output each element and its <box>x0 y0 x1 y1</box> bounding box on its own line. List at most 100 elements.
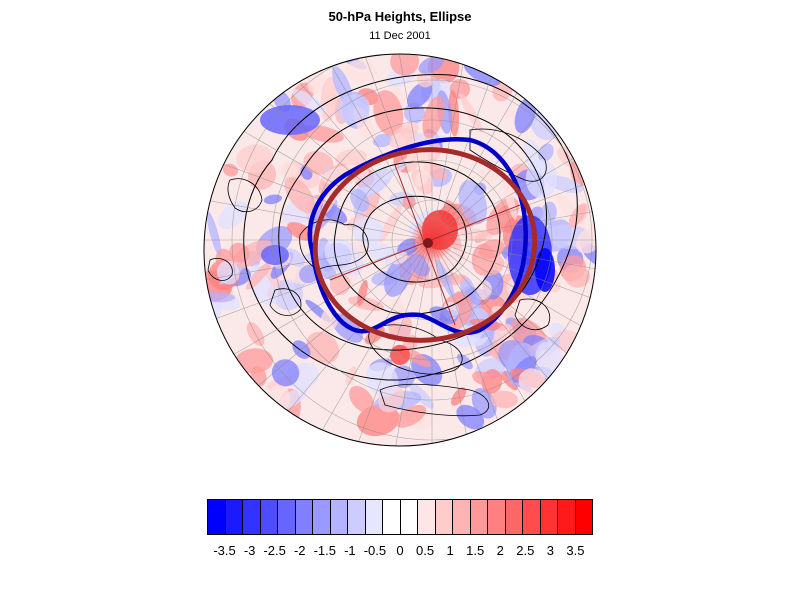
colorbar-tick-label: -0.5 <box>363 543 387 558</box>
chart-subtitle: 11 Dec 2001 <box>369 30 431 42</box>
colorbar-cell <box>383 500 401 534</box>
colorbar-tick-label: 0 <box>396 543 404 558</box>
anomaly-patch <box>456 404 485 430</box>
anomaly-patch <box>336 94 370 124</box>
anomaly-patch <box>378 203 403 243</box>
anomaly-patch <box>306 331 340 364</box>
anomaly-patch <box>350 188 370 212</box>
anomaly-patch <box>568 203 588 228</box>
meridian-line <box>301 54 433 241</box>
chart-title: 50-hPa Heights, Ellipse <box>328 9 472 24</box>
anomaly-patch <box>459 93 483 133</box>
anomaly-patch <box>514 96 537 134</box>
meridian-line <box>431 239 596 286</box>
colorbar-cell <box>260 500 278 534</box>
anomaly-patch <box>218 201 248 229</box>
meridian-line <box>204 239 433 330</box>
colorbar-tick-label: -3.5 <box>213 543 236 558</box>
anomaly-patch <box>429 306 453 322</box>
anomaly-patch <box>563 264 590 288</box>
anomaly-patch <box>422 96 445 139</box>
coastlines <box>207 128 551 417</box>
anomaly-core <box>261 245 289 265</box>
colorbar-tick-label: 1 <box>446 543 454 558</box>
anomaly-patch <box>271 359 300 387</box>
anomaly-patch <box>349 385 375 414</box>
meridian-line <box>431 239 596 330</box>
anomaly-patch <box>479 239 505 259</box>
anomaly-patch <box>286 222 315 241</box>
meridian-line <box>431 150 596 241</box>
anomaly-patch <box>418 55 444 74</box>
meridian-line <box>431 239 596 408</box>
meridian-line <box>204 150 433 241</box>
meridian-line <box>431 54 478 241</box>
meridian-line <box>204 194 433 241</box>
colorbar-cell <box>453 500 471 534</box>
anomaly-core <box>260 105 320 135</box>
colorbar-cell <box>505 500 523 534</box>
anomaly-patch <box>450 387 467 406</box>
anomaly-patch <box>372 133 393 148</box>
anomaly-patch <box>389 122 419 148</box>
meridian-line <box>264 239 433 440</box>
colorbar-cell <box>488 500 506 534</box>
colorbar <box>207 499 593 535</box>
colorbar-cell <box>278 500 296 534</box>
meridian-line <box>204 239 433 286</box>
anomaly-patch <box>407 81 433 109</box>
colorbar-cell <box>540 500 558 534</box>
colorbar-tick-label: -3 <box>243 543 256 558</box>
anomaly-patch <box>575 227 596 254</box>
colorbar-cell <box>435 500 453 534</box>
meridian-line <box>206 239 433 371</box>
anomaly-patch <box>246 261 272 290</box>
colorbar-cell <box>225 500 243 534</box>
meridian-line <box>431 194 596 241</box>
anomaly-patch <box>352 217 384 245</box>
meridian-line <box>232 239 433 408</box>
colorbar-cell <box>558 500 576 534</box>
anomaly-patch <box>345 366 357 385</box>
colorbar-tick-label: 2.5 <box>516 543 535 558</box>
anomaly-patch <box>348 296 384 311</box>
colorbar-cell <box>208 500 226 534</box>
colorbar-tick-label: 0.5 <box>416 543 435 558</box>
colorbar-cell <box>313 500 331 534</box>
meridian-line <box>342 54 433 241</box>
anomaly-patch <box>460 228 492 242</box>
anomaly-field <box>204 54 596 437</box>
anomaly-patch <box>473 253 505 276</box>
anomaly-patch <box>284 176 316 214</box>
anomaly-patch <box>344 60 378 82</box>
fitted-ellipse <box>312 147 538 343</box>
colorbar-cell <box>575 500 592 534</box>
anomaly-patch <box>329 273 351 296</box>
colorbar-tick-label: -2 <box>293 543 306 558</box>
ellipse-center <box>423 238 433 248</box>
meridian-line <box>431 54 563 241</box>
meridian-line <box>386 54 433 241</box>
anomaly-patch <box>206 211 222 257</box>
anomaly-patch <box>490 390 518 409</box>
anomaly-patch <box>458 180 488 225</box>
colorbar-tick-label: 1.5 <box>466 543 485 558</box>
colorbar-labels: -3.5 -3 -2.5 -2 -1.5 -1 -0.5 0 0.5 1 1.5 2 2.5 3 3.5 <box>0 543 800 561</box>
anomaly-patch <box>409 383 434 409</box>
anomaly-patch <box>235 348 274 374</box>
anomaly-patch <box>236 144 274 173</box>
colorbar-tick-label: -1 <box>344 543 356 558</box>
colorbar-cell <box>523 500 541 534</box>
anomaly-patch <box>292 89 327 114</box>
colorbar-tick-label: 2 <box>496 543 504 558</box>
meridian-line <box>301 239 433 446</box>
colorbar-cell <box>470 500 488 534</box>
colorbar-cell <box>330 500 348 534</box>
meridian-line <box>386 239 433 446</box>
colorbar-cell <box>348 500 366 534</box>
anomaly-patch <box>456 353 473 370</box>
anomaly-patch <box>373 90 404 136</box>
anomaly-patch <box>263 194 282 205</box>
anomaly-patch <box>357 279 368 306</box>
anomaly-patch <box>335 149 367 168</box>
